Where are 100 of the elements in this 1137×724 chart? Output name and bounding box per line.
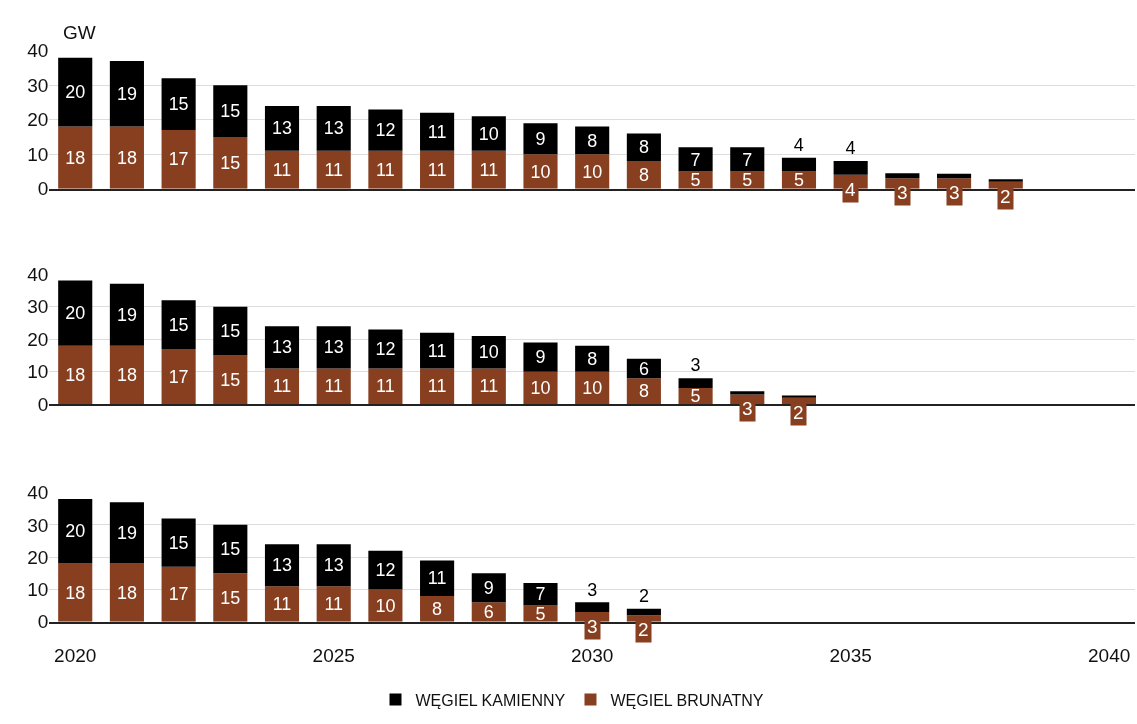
data-label: 8 <box>587 130 598 151</box>
bar <box>264 105 300 151</box>
data-label: 2 <box>638 619 649 640</box>
bar <box>523 371 558 405</box>
data-label: 18 <box>116 582 137 603</box>
data-label: 11 <box>427 121 447 142</box>
bar <box>420 112 455 151</box>
data-label: 8 <box>638 381 649 402</box>
data-label: 20 <box>65 521 86 542</box>
data-label: 7 <box>690 149 701 170</box>
data-label: 17 <box>168 366 189 387</box>
bar <box>575 345 610 372</box>
data-label: 8 <box>638 137 649 158</box>
bar <box>161 78 196 131</box>
bar <box>833 161 868 175</box>
y-tick-label: 20 <box>27 109 49 131</box>
bar <box>58 563 93 622</box>
bar <box>58 57 93 127</box>
bar <box>523 582 558 606</box>
y-tick-label: 20 <box>27 546 49 568</box>
data-label: 3 <box>587 579 598 600</box>
data-label: 11 <box>427 568 447 589</box>
bar <box>368 368 403 405</box>
data-label: 8 <box>432 598 443 619</box>
data-label: 3 <box>587 616 598 637</box>
bar <box>316 544 351 587</box>
y-axis-title: GW <box>63 22 96 43</box>
bar <box>781 157 817 172</box>
legend-label: WĘGIEL BRUNATNY <box>610 691 764 709</box>
bar <box>575 602 610 613</box>
data-label: 7 <box>742 149 753 170</box>
data-label: 9 <box>535 128 546 149</box>
data-label: 11 <box>272 594 292 615</box>
data-label: 9 <box>483 577 494 598</box>
bar <box>109 345 144 405</box>
data-label: 10 <box>582 378 603 399</box>
data-label: 11 <box>427 340 447 361</box>
bar <box>213 524 248 574</box>
data-label: 10 <box>582 161 603 182</box>
data-label: 10 <box>478 123 499 144</box>
bar <box>161 130 196 189</box>
data-label: 18 <box>65 147 86 168</box>
data-label: 10 <box>478 342 499 363</box>
y-tick-label: 30 <box>27 514 49 536</box>
bar <box>316 105 351 151</box>
data-label: 3 <box>897 182 908 203</box>
data-label: 3 <box>742 398 753 419</box>
bar <box>626 378 661 405</box>
bar <box>471 368 506 405</box>
bar <box>109 126 144 189</box>
bar <box>161 566 196 622</box>
bar <box>161 348 196 405</box>
bar <box>678 147 713 172</box>
bar <box>264 368 300 405</box>
data-label: 15 <box>220 539 241 560</box>
data-label: 11 <box>324 594 344 615</box>
data-label: 20 <box>65 82 86 103</box>
bar <box>420 560 455 596</box>
data-label: 10 <box>530 378 551 399</box>
data-label: 2 <box>638 586 649 607</box>
data-label: 3 <box>949 182 960 203</box>
data-label: 18 <box>116 365 137 386</box>
data-label: 15 <box>220 369 241 390</box>
data-label: 11 <box>272 159 292 180</box>
bar <box>420 368 455 405</box>
data-label: 10 <box>530 161 551 182</box>
y-tick-label: 10 <box>27 143 49 165</box>
data-label: 15 <box>220 152 241 173</box>
bar <box>58 499 93 564</box>
data-label: 11 <box>376 376 395 397</box>
data-label: 15 <box>220 321 241 342</box>
bar <box>368 109 403 151</box>
y-tick-label: 30 <box>27 74 49 96</box>
data-label: 11 <box>479 159 499 180</box>
y-tick-label: 40 <box>27 40 49 62</box>
bar <box>626 608 661 616</box>
y-tick-label: 30 <box>27 296 49 318</box>
y-tick-label: 40 <box>27 263 49 285</box>
bar <box>264 326 300 369</box>
bar <box>161 518 196 567</box>
x-tick-label: 2020 <box>54 645 97 667</box>
legend-label: WĘGIEL KAMIENNY <box>415 691 566 709</box>
data-label: 15 <box>168 314 189 335</box>
bar <box>730 147 765 172</box>
data-label: 17 <box>168 149 189 170</box>
x-tick-label: 2025 <box>312 645 355 667</box>
data-label: 4 <box>845 179 856 200</box>
data-label: 3 <box>690 355 701 376</box>
bar <box>988 179 1023 182</box>
bar <box>316 326 351 369</box>
y-tick-label: 10 <box>27 361 49 383</box>
data-label: 18 <box>65 582 86 603</box>
bar <box>213 573 248 622</box>
data-label: 18 <box>65 365 86 386</box>
bar <box>161 300 196 349</box>
bar <box>678 378 713 388</box>
bar <box>213 355 248 405</box>
data-label: 5 <box>690 386 701 407</box>
bar <box>471 573 506 603</box>
bar <box>58 280 93 346</box>
